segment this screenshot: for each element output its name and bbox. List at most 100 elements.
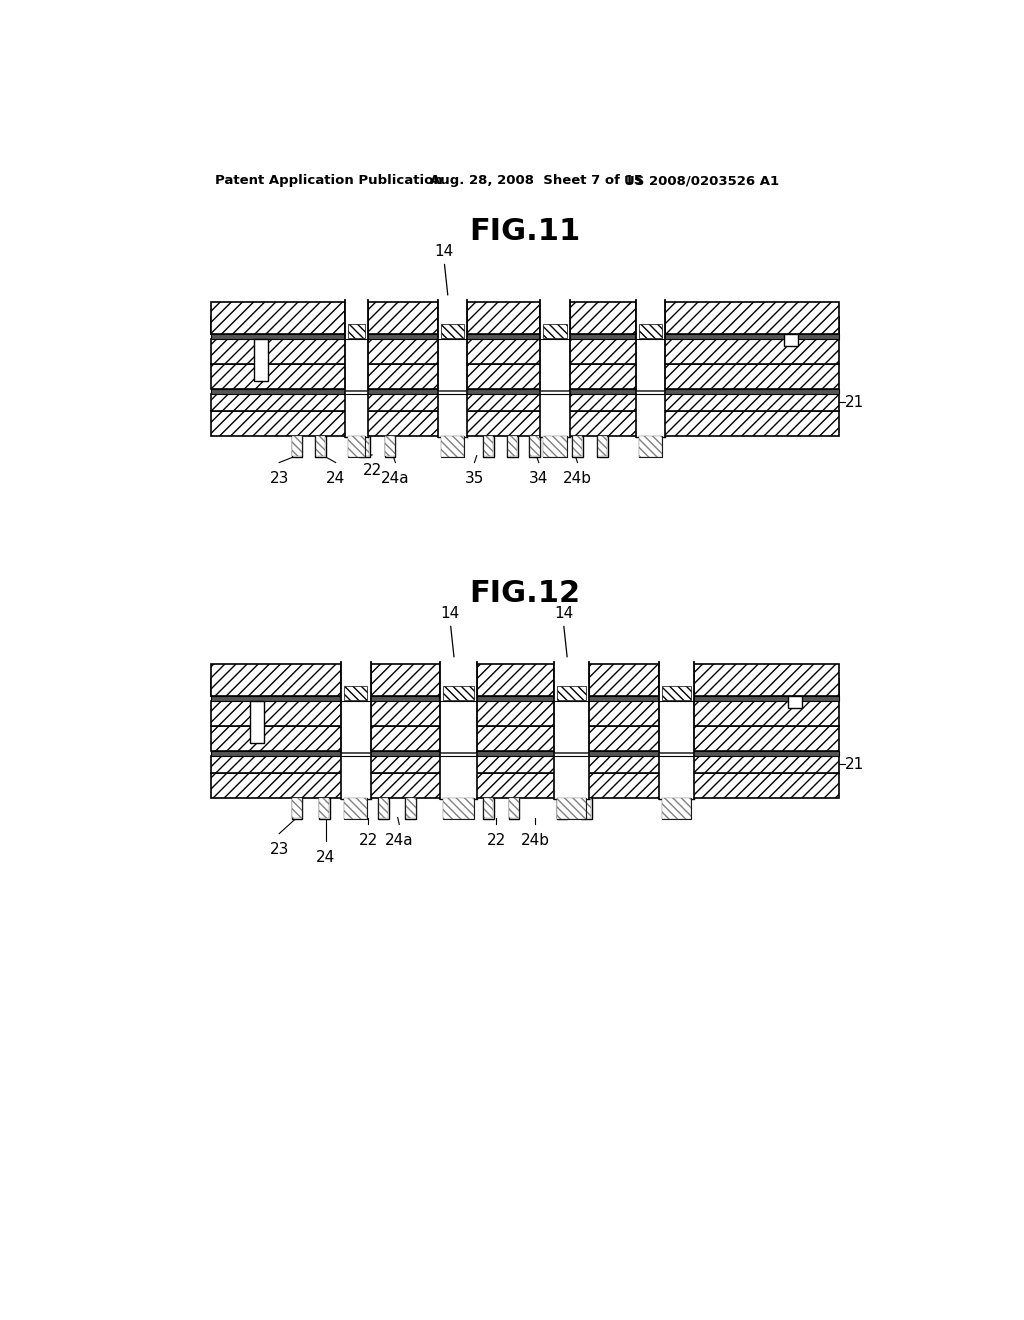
Bar: [211, 774, 839, 797]
Text: 24a: 24a: [381, 471, 410, 486]
Bar: [639, 436, 662, 457]
Bar: [443, 797, 474, 818]
Bar: [211, 751, 839, 756]
Bar: [318, 797, 330, 818]
Bar: [438, 300, 467, 391]
Bar: [554, 755, 589, 799]
Text: 24a: 24a: [385, 833, 414, 847]
Bar: [379, 799, 388, 818]
Bar: [344, 686, 368, 700]
Bar: [211, 726, 839, 751]
Bar: [544, 323, 566, 338]
Text: Patent Application Publication: Patent Application Publication: [215, 174, 442, 187]
Text: FIG.11: FIG.11: [469, 216, 581, 246]
Bar: [662, 797, 690, 818]
Bar: [572, 437, 583, 457]
Bar: [544, 436, 566, 457]
Bar: [369, 302, 438, 334]
Text: 23: 23: [269, 842, 289, 857]
Bar: [385, 436, 395, 457]
Bar: [292, 436, 302, 457]
Bar: [406, 797, 417, 818]
Bar: [348, 323, 366, 338]
Bar: [441, 436, 464, 457]
Bar: [483, 436, 494, 457]
Text: 22: 22: [358, 833, 378, 847]
Text: 24b: 24b: [563, 471, 592, 486]
Bar: [598, 437, 607, 457]
Bar: [440, 755, 477, 799]
Bar: [378, 797, 389, 818]
Bar: [509, 799, 518, 818]
Bar: [483, 797, 494, 818]
Text: 22: 22: [362, 463, 382, 478]
Bar: [658, 663, 693, 752]
Bar: [597, 436, 607, 457]
Bar: [211, 701, 839, 726]
Bar: [292, 797, 302, 818]
Text: 14: 14: [554, 606, 573, 622]
Bar: [557, 797, 586, 818]
Bar: [292, 799, 302, 818]
Text: 24: 24: [316, 850, 335, 865]
Bar: [658, 755, 693, 799]
Bar: [662, 686, 690, 700]
Bar: [385, 437, 394, 457]
Bar: [341, 755, 371, 799]
Text: 24: 24: [326, 471, 345, 486]
Bar: [407, 799, 416, 818]
Bar: [636, 392, 665, 437]
Bar: [507, 436, 518, 457]
Bar: [443, 686, 474, 700]
Bar: [211, 302, 345, 334]
Text: US 2008/0203526 A1: US 2008/0203526 A1: [624, 174, 779, 187]
Bar: [344, 797, 368, 818]
Bar: [572, 436, 583, 457]
Bar: [788, 696, 802, 708]
Bar: [557, 799, 566, 818]
Bar: [211, 388, 839, 395]
Bar: [639, 323, 662, 338]
Bar: [211, 664, 341, 696]
Bar: [254, 339, 267, 381]
Text: 24b: 24b: [520, 833, 549, 847]
Bar: [554, 663, 589, 752]
Text: 22: 22: [486, 833, 506, 847]
Bar: [211, 317, 839, 334]
Bar: [211, 411, 839, 436]
Bar: [359, 436, 370, 457]
Bar: [344, 797, 368, 818]
Text: 34: 34: [529, 471, 549, 486]
Text: 35: 35: [465, 471, 484, 486]
Bar: [509, 797, 519, 818]
Bar: [784, 334, 799, 346]
Bar: [443, 797, 474, 818]
Bar: [693, 664, 839, 696]
Bar: [529, 436, 541, 457]
Bar: [441, 323, 464, 338]
Bar: [440, 663, 477, 752]
Bar: [211, 696, 839, 701]
Bar: [569, 302, 636, 334]
Bar: [636, 300, 665, 391]
Bar: [541, 300, 569, 391]
Bar: [508, 437, 517, 457]
Bar: [477, 664, 554, 696]
Bar: [557, 797, 567, 818]
Bar: [483, 799, 493, 818]
Bar: [315, 437, 325, 457]
Bar: [314, 436, 326, 457]
Bar: [483, 437, 493, 457]
Text: 23: 23: [269, 471, 289, 486]
Text: 21: 21: [845, 395, 864, 411]
Bar: [348, 436, 366, 457]
Bar: [589, 664, 658, 696]
Bar: [359, 437, 369, 457]
Bar: [345, 392, 369, 437]
Bar: [530, 437, 540, 457]
Bar: [319, 799, 329, 818]
Bar: [292, 437, 302, 457]
Text: Aug. 28, 2008  Sheet 7 of 15: Aug. 28, 2008 Sheet 7 of 15: [430, 174, 643, 187]
Bar: [371, 664, 440, 696]
Text: 21: 21: [845, 756, 864, 772]
